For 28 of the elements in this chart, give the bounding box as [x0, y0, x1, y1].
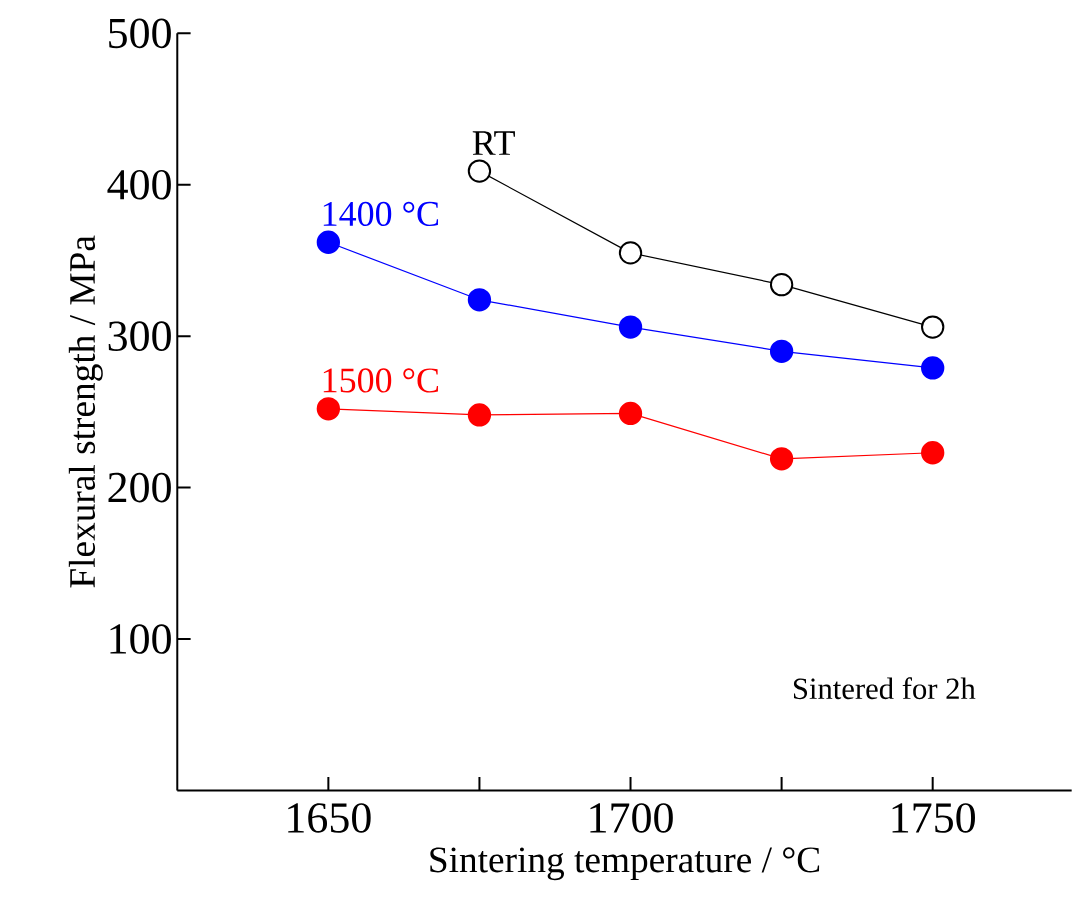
- point: [921, 356, 945, 380]
- x-tick-label: 1700: [590, 802, 673, 833]
- annotation: Sintered for 2h: [793, 677, 976, 699]
- point: [467, 287, 492, 312]
- point: [921, 440, 945, 465]
- point: [467, 159, 492, 183]
- series-label: RT: [472, 131, 515, 155]
- point: [618, 401, 643, 425]
- y-tick-label: 200: [108, 472, 171, 503]
- point: [316, 396, 341, 421]
- point: [618, 315, 643, 339]
- point: [467, 403, 492, 427]
- y-tick-label: 500: [109, 18, 171, 48]
- y-tick-label: 100: [110, 623, 171, 654]
- point: [618, 241, 643, 265]
- y-axis-title: Flexural strength / MPa: [68, 235, 103, 588]
- x-tick-label: 1650: [288, 802, 371, 833]
- series-label: 1400 °C: [323, 201, 439, 226]
- point: [769, 446, 794, 471]
- y-tick-label: 300: [108, 321, 171, 351]
- x-axis-title: Sintering temperature / °C: [430, 847, 820, 880]
- x-tick-label: 1750: [892, 802, 975, 833]
- series-label: 1500 °C: [323, 368, 439, 393]
- point: [769, 339, 794, 363]
- y-tick-label: 400: [107, 169, 171, 200]
- point: [316, 230, 341, 254]
- point: [921, 315, 945, 339]
- point: [769, 272, 794, 297]
